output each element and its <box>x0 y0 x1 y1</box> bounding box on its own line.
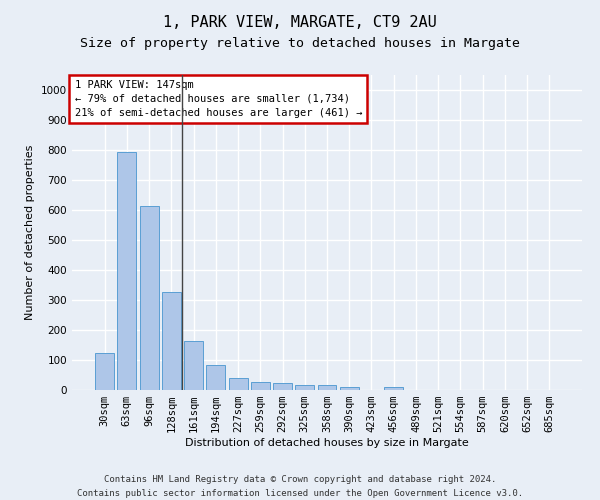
Bar <box>184 342 203 390</box>
Bar <box>340 388 359 390</box>
Bar <box>229 378 248 390</box>
Bar <box>162 292 181 390</box>
Y-axis label: Number of detached properties: Number of detached properties <box>25 145 35 320</box>
X-axis label: Distribution of detached houses by size in Margate: Distribution of detached houses by size … <box>185 438 469 448</box>
Bar <box>273 384 292 390</box>
Text: Contains HM Land Registry data © Crown copyright and database right 2024.
Contai: Contains HM Land Registry data © Crown c… <box>77 476 523 498</box>
Text: 1, PARK VIEW, MARGATE, CT9 2AU: 1, PARK VIEW, MARGATE, CT9 2AU <box>163 15 437 30</box>
Bar <box>251 382 270 390</box>
Text: Size of property relative to detached houses in Margate: Size of property relative to detached ho… <box>80 38 520 51</box>
Text: 1 PARK VIEW: 147sqm
← 79% of detached houses are smaller (1,734)
21% of semi-det: 1 PARK VIEW: 147sqm ← 79% of detached ho… <box>74 80 362 118</box>
Bar <box>384 387 403 390</box>
Bar <box>95 352 114 390</box>
Bar <box>206 366 225 390</box>
Bar <box>118 152 136 390</box>
Bar <box>317 385 337 390</box>
Bar <box>295 385 314 390</box>
Bar <box>140 206 158 390</box>
